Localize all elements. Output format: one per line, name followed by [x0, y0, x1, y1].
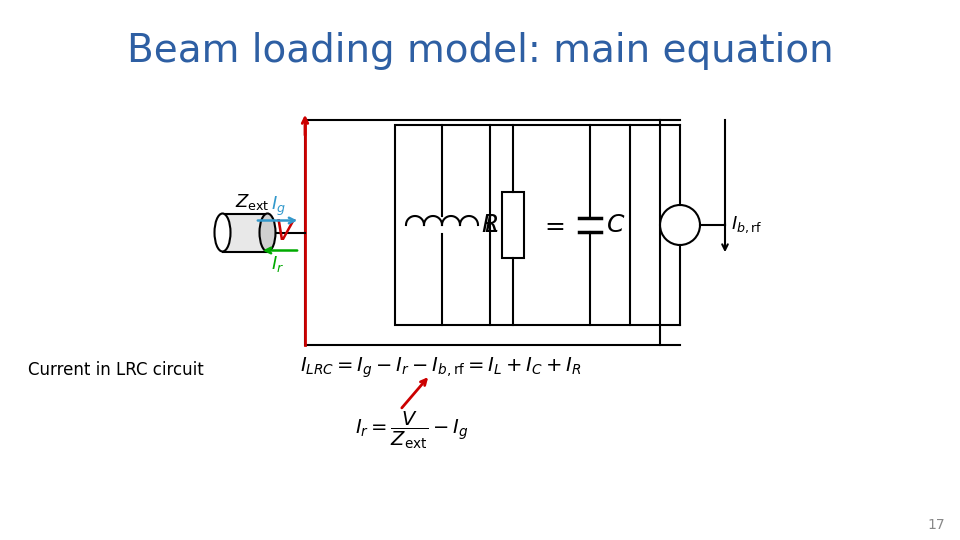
Text: $C$: $C$: [606, 213, 625, 237]
Text: $=$: $=$: [540, 213, 565, 237]
Text: Current in LRC circuit: Current in LRC circuit: [28, 361, 204, 379]
Bar: [502, 192, 524, 258]
Text: $I_r$: $I_r$: [272, 253, 284, 273]
Text: $Z_{\mathrm{ext}}$: $Z_{\mathrm{ext}}$: [235, 192, 270, 212]
Text: 17: 17: [927, 518, 945, 532]
Text: $I_{b,\mathrm{rf}}$: $I_{b,\mathrm{rf}}$: [731, 215, 762, 235]
Text: $V$: $V$: [275, 219, 297, 246]
Ellipse shape: [259, 213, 276, 252]
Text: $I_g$: $I_g$: [271, 194, 285, 218]
Text: $I_{LRC} = I_g - I_r - I_{b,\mathrm{rf}} = I_L + I_C + I_R$: $I_{LRC} = I_g - I_r - I_{b,\mathrm{rf}}…: [300, 356, 582, 380]
Bar: [223, 213, 268, 252]
Text: $L$: $L$: [484, 213, 498, 237]
Text: $R$: $R$: [481, 213, 498, 237]
Text: $I_r = \dfrac{V}{Z_{\mathrm{ext}}} - I_g$: $I_r = \dfrac{V}{Z_{\mathrm{ext}}} - I_g…: [355, 409, 468, 451]
Text: Beam loading model: main equation: Beam loading model: main equation: [127, 32, 833, 70]
Ellipse shape: [214, 213, 230, 252]
